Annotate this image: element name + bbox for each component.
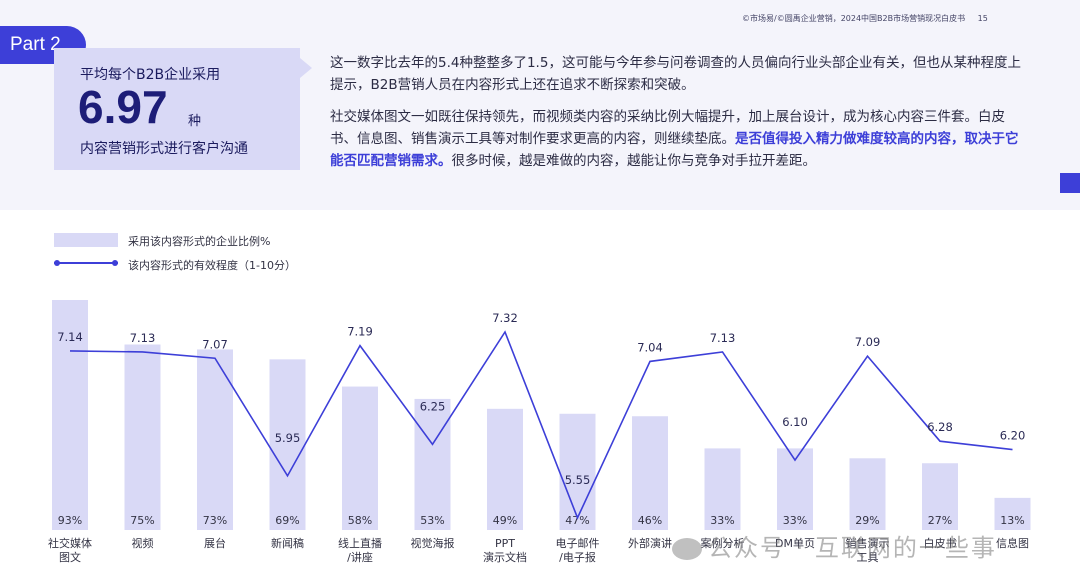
line-value-label-8: 7.04: [637, 340, 663, 354]
bar-2: [197, 349, 233, 530]
line-value-label-10: 6.10: [782, 415, 808, 429]
page-number: 15: [977, 14, 988, 23]
bar-12: [922, 463, 958, 530]
bar-6: [487, 408, 523, 530]
bar-5: [414, 398, 451, 530]
category-label-2: 展台: [204, 536, 226, 550]
line-value-label-1: 7.13: [130, 331, 156, 345]
paragraph-2-part-a: 社交媒体图文一如既往保持领先，而视频类内容的采纳比例大幅提升，加上展台设计，成为…: [330, 109, 1005, 147]
stat-box: 平均每个B2B企业采用 6.97 种 内容营销形式进行客户沟通: [54, 48, 300, 170]
line-value-label-9: 7.13: [710, 331, 736, 345]
bar-label-4: 58%: [348, 514, 372, 527]
part-badge: Part 2: [0, 26, 86, 64]
legend-line-swatch: [54, 262, 118, 264]
watermark-text: 公众号 · 互联网的一些事: [708, 534, 997, 562]
category-label-4: 线上直播: [338, 536, 382, 550]
bar-label-2: 73%: [203, 514, 227, 527]
category-label-11: 销售演示: [846, 536, 890, 550]
category-label-7: 电子邮件: [556, 537, 600, 550]
line-value-label-0: 7.14: [57, 330, 83, 344]
bar-7: [559, 413, 596, 530]
stat-unit: 种: [188, 114, 202, 129]
paragraph-2-part-c: 很多时候，越是难做的内容，越能让你与竞争对手拉开差距。: [451, 153, 817, 169]
line-value-label-3: 5.95: [275, 431, 301, 445]
bar-3: [269, 359, 306, 530]
bar-13: [994, 497, 1031, 530]
watermark: 公众号 · 互联网的一些事: [672, 528, 997, 563]
bar-label-10: 33%: [783, 514, 807, 527]
legend-line-dot-left: [54, 260, 60, 266]
stat-box-pointer: [300, 58, 312, 78]
category-label-9: 案例分析: [701, 536, 745, 550]
line-value-label-5: 6.25: [420, 399, 446, 413]
category-label-3: 新闻稿: [271, 536, 304, 550]
bar-9: [704, 448, 741, 530]
effectiveness-line: [69, 330, 1013, 520]
line-value-label-2: 7.07: [202, 337, 228, 351]
bar-label-9: 33%: [710, 514, 734, 527]
bar-label-1: 75%: [130, 514, 154, 527]
adoption-effectiveness-chart: 93% 社交媒体图文 75% 视频 73% 展台 69% 新闻稿 58% 线上直播/讲座 53% 视觉…: [48, 300, 1031, 564]
bar-10: [777, 448, 813, 530]
bar-label-11: 29%: [855, 514, 879, 527]
category-label-5: 视觉海报: [411, 536, 455, 550]
bar-label-5: 53%: [420, 514, 444, 527]
line-value-label-7: 5.55: [565, 473, 591, 487]
bar-label-12: 27%: [928, 514, 952, 527]
paragraph-1: 这一数字比去年的5.4种整整多了1.5，这可能与今年参与问卷调查的人员偏向行业头…: [330, 55, 1021, 93]
category-label-7-line2: /电子报: [559, 550, 596, 564]
bar-label-13: 13%: [1000, 514, 1024, 527]
bar-11: [849, 458, 886, 530]
stat-caption-bottom: 内容营销形式进行客户沟通: [80, 141, 248, 157]
stat-number: 6.97: [78, 81, 168, 133]
paragraph-2-highlight: 是否值得投入精力做难度较高的内容，取决于它能否匹配营销需求。: [330, 131, 1019, 169]
legend-line-dot-right: [112, 260, 118, 266]
bar-label-8: 46%: [638, 514, 662, 527]
category-label-0: 社交媒体: [48, 536, 92, 550]
paragraph-2: 社交媒体图文一如既往保持领先，而视频类内容的采纳比例大幅提升，加上展台设计，成为…: [330, 106, 1025, 172]
category-label-4-line2: /讲座: [347, 550, 373, 564]
source-note: ©市场易/©圆禹企业营销，2024中国B2B市场营销现况白皮书 15: [742, 13, 988, 24]
line-value-label-11: 7.09: [855, 335, 881, 349]
category-label-10: DM单页: [775, 537, 815, 550]
bar-4: [342, 386, 378, 530]
category-label-6-line2: 演示文档: [483, 550, 527, 564]
line-value-label-12: 6.28: [927, 420, 953, 434]
line-value-label-6: 7.32: [492, 311, 518, 325]
legend-bar-label: 采用该内容形式的企业比例%: [128, 235, 271, 248]
bar-label-3: 69%: [275, 514, 299, 527]
category-label-13: 信息图: [996, 536, 1029, 550]
legend-bar-swatch: [54, 233, 118, 247]
bar-0: [52, 300, 88, 530]
bar-8: [632, 416, 668, 530]
bar-label-6: 49%: [493, 514, 517, 527]
line-value-label-4: 7.19: [347, 325, 373, 339]
line-value-label-13: 6.20: [1000, 429, 1026, 443]
category-label-12: 白皮书: [924, 536, 957, 550]
category-label-8: 外部演讲: [628, 536, 672, 550]
category-label-1: 视频: [132, 536, 154, 550]
intro-section: ©市场易/©圆禹企业营销，2024中国B2B市场营销现况白皮书 15 Part …: [0, 0, 1080, 210]
source-text: ©市场易/©圆禹企业营销，2024中国B2B市场营销现况白皮书: [742, 14, 966, 23]
bar-1: [124, 344, 161, 530]
category-label-6: PPT: [495, 537, 515, 550]
category-label-0-line2: 图文: [59, 550, 81, 564]
stat-caption-top: 平均每个B2B企业采用: [80, 67, 221, 83]
category-label-11-line2: 工具: [857, 551, 879, 564]
bar-label-7: 47%: [565, 514, 589, 527]
side-tab-marker: [1060, 173, 1080, 193]
legend-line-label: 该内容形式的有效程度（1-10分）: [128, 259, 296, 272]
bar-label-0: 93%: [58, 514, 82, 527]
wechat-icon: [672, 538, 702, 560]
